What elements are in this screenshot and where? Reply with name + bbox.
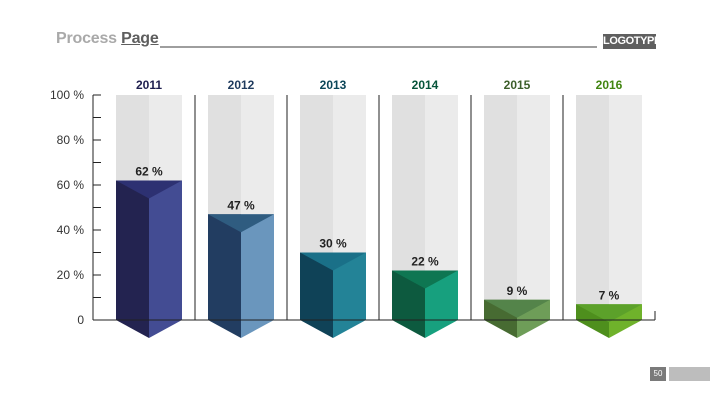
page-number: 50	[650, 367, 666, 381]
bar-top-2016	[576, 304, 642, 323]
page-title-strong: Page	[121, 30, 159, 47]
y-tick-label: 40 %	[57, 223, 85, 237]
category-label-2012: 2012	[228, 78, 255, 92]
bar-side-2011	[149, 180, 182, 338]
page-title: Process Page	[56, 30, 159, 48]
y-tick-label: 80 %	[57, 133, 85, 147]
title-underline	[160, 46, 597, 48]
bar-top-2014	[392, 270, 458, 289]
bar-side-2014	[425, 270, 458, 338]
bar-side-2012	[241, 214, 274, 338]
category-label-2015: 2015	[504, 78, 531, 92]
category-label-2013: 2013	[320, 78, 347, 92]
value-label-2014: 22 %	[411, 255, 439, 269]
track-side-2016	[609, 95, 642, 320]
track-side-2015	[517, 95, 550, 320]
y-tick-label: 100 %	[50, 88, 84, 102]
category-label-2011: 2011	[136, 78, 162, 92]
page-number-bar	[669, 367, 710, 381]
bar-front-2011	[116, 180, 149, 338]
bar-front-2012	[208, 214, 241, 338]
page-title-light: Process	[56, 30, 117, 47]
value-label-2011: 62 %	[135, 165, 163, 179]
bar-front-2013	[300, 252, 333, 338]
bar-top-2012	[208, 214, 274, 233]
track-front-2015	[484, 95, 517, 320]
logo: LOGOTYPE	[603, 34, 661, 49]
y-tick-label: 60 %	[57, 178, 85, 192]
track-front-2016	[576, 95, 609, 320]
y-tick-label: 20 %	[57, 268, 85, 282]
category-label-2016: 2016	[596, 78, 623, 92]
bar-front-2014	[392, 270, 425, 338]
value-label-2012: 47 %	[227, 198, 255, 212]
y-tick-label: 0	[77, 313, 84, 327]
value-label-2016: 7 %	[599, 288, 620, 302]
bar-top-2013	[300, 252, 366, 271]
bar-top-2011	[116, 180, 182, 199]
value-label-2013: 30 %	[319, 237, 347, 251]
value-label-2015: 9 %	[507, 284, 528, 298]
bar-top-2015	[484, 299, 550, 318]
category-label-2014: 2014	[412, 78, 439, 92]
bar-side-2013	[333, 252, 366, 338]
